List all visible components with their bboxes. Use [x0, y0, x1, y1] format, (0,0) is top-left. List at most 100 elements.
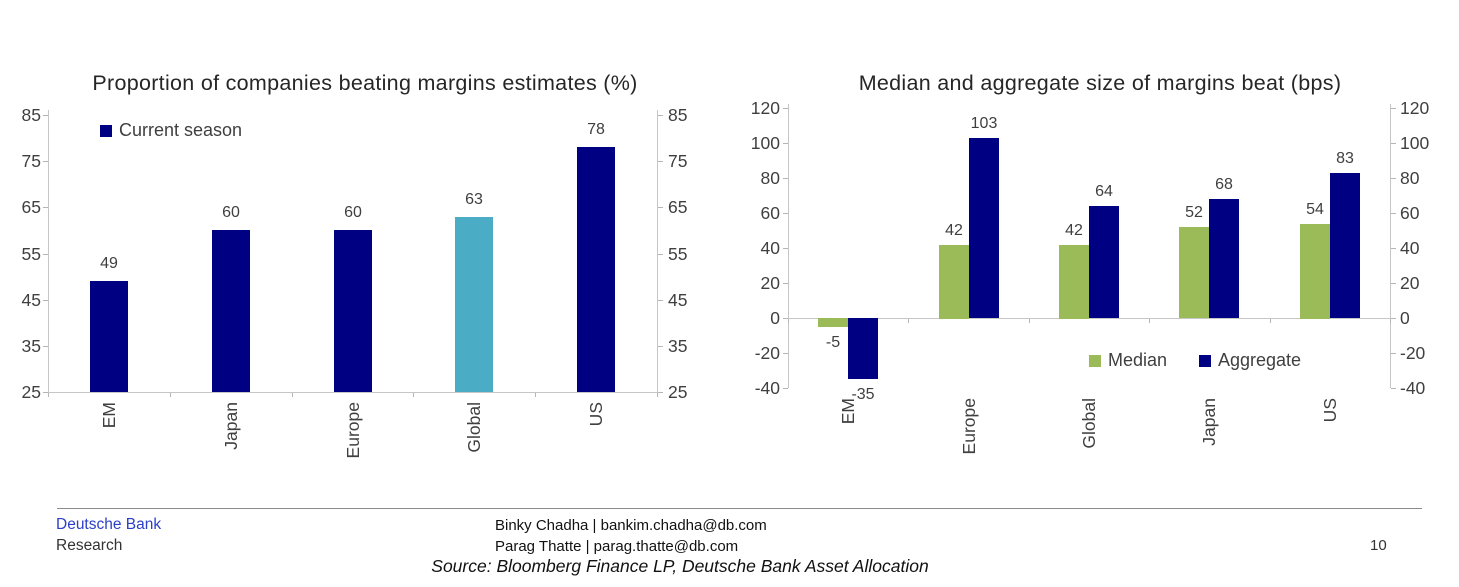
y-tick [43, 207, 48, 208]
y-tick [658, 346, 663, 347]
page-number: 10 [1370, 537, 1387, 554]
legend-label-aggregate: Aggregate [1218, 350, 1302, 370]
left-chart-legend: Current season [100, 120, 242, 141]
x-axis-label-us: US [586, 402, 606, 427]
y-axis-label: 75 [21, 151, 41, 171]
x-tick [1390, 319, 1391, 323]
y-tick [783, 213, 788, 214]
x-axis-label-global: Global [464, 402, 484, 453]
y-axis-label: 20 [760, 273, 780, 293]
value-label-aggregate-japan: 68 [1215, 176, 1233, 193]
y-axis-label: 40 [1400, 238, 1420, 258]
y-axis-label: 65 [668, 197, 688, 217]
bar-aggregate-em [848, 318, 878, 379]
x-axis-label-europe: Europe [959, 398, 979, 455]
left-chart-title: Proportion of companies beating margins … [92, 71, 638, 95]
y-tick [1391, 318, 1396, 319]
x-axis [48, 392, 658, 393]
y-tick [658, 115, 663, 116]
y-axis-label: 55 [668, 244, 688, 264]
contact-line-2: Parag Thatte | parag.thatte@db.com [495, 538, 739, 555]
bar-europe [334, 230, 372, 392]
y-tick [1391, 143, 1396, 144]
y-axis-label: 0 [1400, 308, 1410, 328]
y-axis-label: 80 [1400, 168, 1420, 188]
bar-median-us [1300, 224, 1330, 319]
y-tick [1391, 108, 1396, 109]
bar-aggregate-japan [1209, 199, 1239, 318]
x-tick [1270, 319, 1271, 323]
y-tick [1391, 213, 1396, 214]
y-tick [1391, 178, 1396, 179]
y-axis-label: 25 [21, 382, 41, 402]
y-tick [658, 300, 663, 301]
bar-japan [212, 230, 250, 392]
x-tick [48, 393, 49, 397]
value-label-median-europe: 42 [945, 222, 963, 239]
brand-research: Research [56, 537, 123, 554]
value-label-em: 49 [100, 255, 118, 272]
y-tick [783, 283, 788, 284]
bar-aggregate-global [1089, 206, 1119, 318]
y-axis-label: 20 [1400, 273, 1420, 293]
x-tick [535, 393, 536, 397]
bar-median-global [1059, 245, 1089, 319]
x-axis-label-europe: Europe [343, 402, 363, 459]
legend-label-current-season: Current season [119, 120, 243, 140]
y-axis-label: 0 [770, 308, 780, 328]
y-tick [658, 161, 663, 162]
bar-aggregate-us [1330, 173, 1360, 318]
y-tick [783, 248, 788, 249]
y-axis-label: 75 [668, 151, 688, 171]
value-label-median-us: 54 [1306, 201, 1324, 218]
right-y-axis [1390, 104, 1391, 388]
y-tick [783, 108, 788, 109]
y-tick [1391, 388, 1396, 389]
bar-median-em [818, 318, 848, 327]
y-tick [43, 346, 48, 347]
legend-swatch-median [1089, 354, 1101, 367]
y-axis-label: 55 [21, 244, 41, 264]
x-tick [413, 393, 414, 397]
y-axis-label: 120 [1400, 98, 1430, 118]
brand-deutsche-bank: Deutsche Bank [56, 516, 162, 533]
y-axis-label: -20 [754, 343, 780, 363]
value-label-median-global: 42 [1065, 222, 1083, 239]
y-tick [43, 300, 48, 301]
x-tick [1149, 319, 1150, 323]
y-axis-label: 65 [21, 197, 41, 217]
x-tick [170, 393, 171, 397]
y-tick [783, 318, 788, 319]
bar-us [577, 147, 615, 392]
y-axis-label: 85 [21, 105, 41, 125]
x-axis-label-japan: Japan [221, 402, 241, 450]
y-tick [1391, 283, 1396, 284]
bar-median-japan [1179, 227, 1209, 318]
value-label-aggregate-em: -35 [851, 386, 875, 403]
y-axis-label: -20 [1400, 343, 1426, 363]
x-tick [657, 393, 658, 397]
contact-line-1: Binky Chadha | bankim.chadha@db.com [495, 517, 767, 534]
value-label-median-em: -5 [825, 334, 841, 351]
y-tick [43, 115, 48, 116]
x-axis-label-us: US [1320, 398, 1340, 423]
y-axis-label: 40 [760, 238, 780, 258]
value-label-median-japan: 52 [1185, 204, 1203, 221]
x-tick [292, 393, 293, 397]
y-axis-label: 80 [760, 168, 780, 188]
y-axis-label: 45 [668, 290, 688, 310]
y-axis-label: -40 [754, 378, 780, 398]
x-tick [1029, 319, 1030, 323]
right-y-axis [657, 110, 658, 392]
y-tick [1391, 248, 1396, 249]
y-tick [43, 161, 48, 162]
x-axis-label-em: EM [838, 398, 858, 425]
value-label-global: 63 [465, 191, 483, 208]
left-y-axis [48, 110, 49, 392]
x-axis-zero-line [788, 318, 1391, 319]
y-tick [783, 143, 788, 144]
y-axis-label: 60 [1400, 203, 1420, 223]
x-axis-label-em: EM [99, 402, 119, 429]
value-label-aggregate-global: 64 [1095, 183, 1113, 200]
